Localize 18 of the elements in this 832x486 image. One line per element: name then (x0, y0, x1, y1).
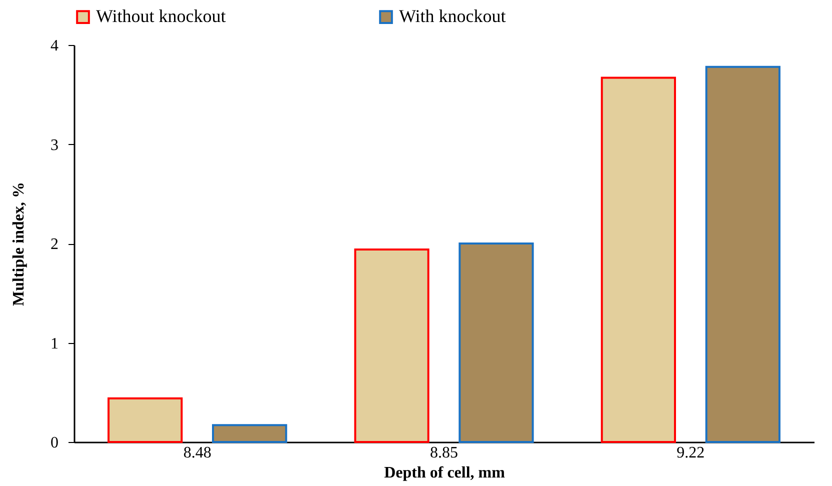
x-tick-label: 8.48 (183, 444, 212, 462)
x-axis-title: Depth of cell, mm (384, 464, 506, 482)
y-tick-label: 1 (50, 335, 58, 352)
y-axis-title: Multiple index, % (10, 182, 28, 306)
y-tick-label: 2 (50, 236, 58, 253)
y-tick-label: 4 (50, 38, 58, 54)
bar (354, 248, 430, 443)
bar (705, 66, 780, 443)
bar (212, 424, 288, 443)
legend-label: Without knockout (96, 6, 226, 26)
bar (600, 76, 676, 443)
x-tick-label: 9.22 (676, 444, 705, 462)
y-tick-label: 0 (50, 434, 58, 452)
bar (458, 242, 534, 443)
bar (108, 397, 183, 443)
y-tick-label: 3 (50, 136, 58, 154)
x-tick-label: 8.85 (430, 444, 458, 462)
legend-label: With knockout (399, 6, 506, 26)
